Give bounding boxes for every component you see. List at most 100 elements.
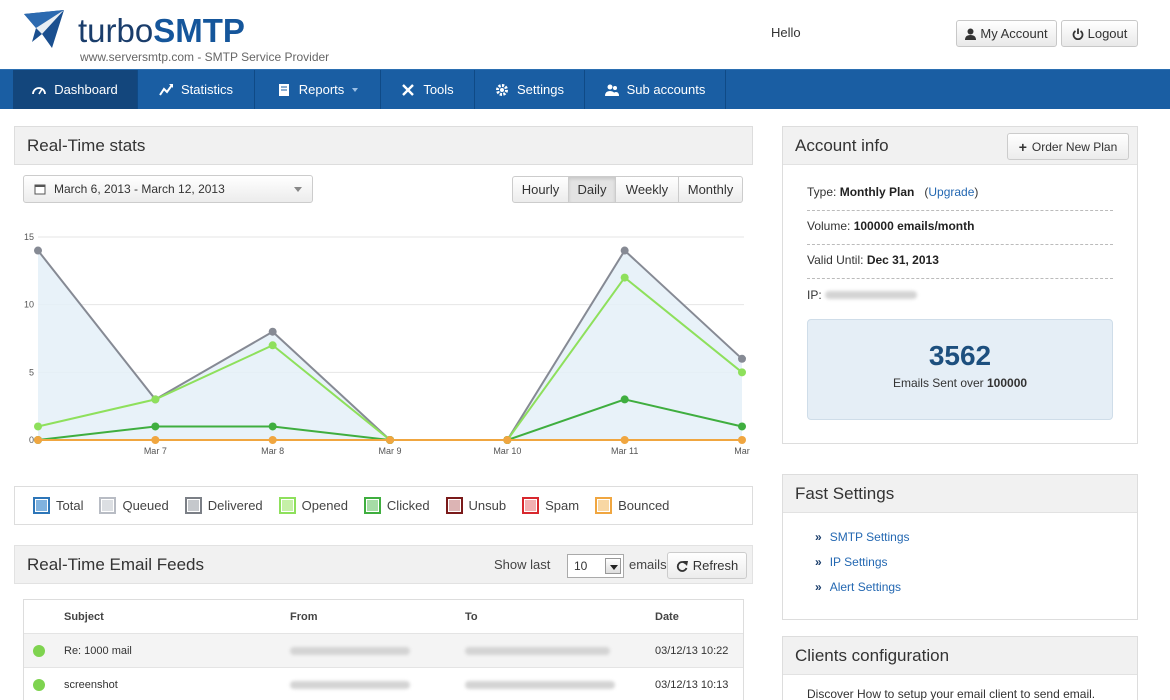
power-icon	[1072, 28, 1083, 40]
redacted-from	[290, 647, 410, 655]
legend-item-spam[interactable]: Spam	[522, 497, 579, 514]
envelope-logo-icon	[24, 10, 64, 48]
data-point-opened	[620, 273, 629, 282]
nav-tools[interactable]: Tools	[381, 70, 475, 109]
email-feeds-table: Subject From To Date Re: 1000 mail 03/12…	[23, 599, 744, 700]
plan-type-row: Type: Monthly Plan (Upgrade)	[807, 185, 1113, 211]
nav-reports[interactable]: Reports	[255, 70, 381, 109]
data-point-clicked	[620, 395, 629, 404]
column-subject: Subject	[64, 611, 104, 623]
x-tick-label: Mar 11	[611, 446, 638, 456]
my-account-button[interactable]: My Account	[956, 20, 1057, 47]
gear-icon	[496, 83, 508, 96]
legend-item-bounced[interactable]: Bounced	[595, 497, 669, 514]
legend-item-delivered[interactable]: Delivered	[184, 497, 263, 514]
data-point-bounced	[34, 436, 42, 444]
series-area-total	[38, 250, 742, 440]
chart-legend: Total Queued Delivered Opened Clicked Unsub Sp…	[14, 486, 753, 525]
data-point-total	[620, 246, 629, 255]
checkbox-icon	[595, 497, 613, 514]
clients-configuration-text: Discover How to setup your email client …	[807, 687, 1096, 700]
fast-settings-panel: Fast Settings » SMTP Settings » IP Setti…	[782, 474, 1138, 620]
data-point-bounced	[386, 436, 394, 444]
ip-settings-link[interactable]: » IP Settings	[815, 555, 888, 569]
statistics-icon	[159, 83, 173, 96]
email-feeds-header: Real-Time Email Feeds Show last 10 email…	[14, 545, 753, 584]
nav-sub-accounts[interactable]: Sub accounts	[585, 70, 726, 109]
email-feeds-title: Real-Time Email Feeds	[27, 555, 204, 574]
plus-icon: +	[1018, 138, 1027, 155]
table-row[interactable]: Re: 1000 mail 03/12/13 10:22	[24, 634, 743, 668]
realtime-line-chart: 0 5 10 15 Mar 7 Mar 8 Mar 9 Mar 10 Mar 11 Mar	[24, 232, 750, 456]
date-range-picker[interactable]: March 6, 2013 - March 12, 2013	[23, 175, 313, 203]
legend-item-opened[interactable]: Opened	[278, 497, 348, 514]
data-point-opened	[34, 422, 42, 431]
legend-item-clicked[interactable]: Clicked	[363, 497, 430, 514]
logout-button[interactable]: Logout	[1061, 20, 1138, 47]
chevron-down-icon	[294, 187, 302, 192]
order-new-plan-button[interactable]: + Order New Plan	[1007, 133, 1129, 160]
data-point-bounced	[738, 436, 746, 444]
email-subject: screenshot	[64, 679, 118, 691]
chevron-right-icon: »	[815, 530, 822, 544]
feed-count-select[interactable]: 10	[567, 554, 624, 578]
data-point-clicked	[738, 422, 746, 431]
redacted-ip	[825, 291, 917, 299]
status-dot-icon	[33, 679, 45, 691]
alert-settings-link[interactable]: » Alert Settings	[815, 580, 902, 594]
checkbox-icon	[522, 497, 540, 514]
chevron-down-icon	[605, 558, 621, 574]
emails-sent-box: 3562 Emails Sent over 100000	[807, 319, 1113, 420]
refresh-icon	[676, 560, 688, 572]
legend-item-queued[interactable]: Queued	[99, 497, 169, 514]
checkbox-icon	[445, 497, 463, 514]
data-point-clicked	[268, 422, 277, 431]
legend-item-total[interactable]: Total	[33, 497, 83, 514]
table-row[interactable]: screenshot 03/12/13 10:13	[24, 668, 743, 700]
chevron-down-icon	[352, 87, 359, 92]
data-point-bounced	[268, 436, 277, 444]
reports-icon	[278, 83, 289, 96]
legend-item-unsub[interactable]: Unsub	[445, 497, 506, 514]
emails-sent-count: 3562	[928, 340, 992, 371]
nav-settings[interactable]: Settings	[475, 70, 585, 109]
period-daily-button[interactable]: Daily	[568, 176, 616, 203]
x-tick-label: Mar 8	[261, 446, 284, 456]
upgrade-link[interactable]: Upgrade	[928, 185, 975, 199]
calendar-icon	[34, 184, 46, 195]
greeting: Hello	[771, 25, 801, 40]
email-date: 03/12/13 10:13	[655, 679, 729, 691]
email-date: 03/12/13 10:22	[655, 645, 729, 657]
emails-sent-caption: Emails Sent over 100000	[892, 376, 1028, 390]
email-subject: Re: 1000 mail	[64, 645, 132, 657]
user-icon	[965, 28, 977, 40]
x-tick-label: Mar	[734, 446, 750, 456]
y-tick-label: 10	[24, 300, 34, 310]
nav-statistics[interactable]: Statistics	[138, 70, 255, 109]
data-point-clicked	[151, 422, 160, 431]
header: turboSMTP www.serversmtp.com - SMTP Serv…	[0, 0, 1170, 69]
ip-row: IP:	[807, 288, 1113, 308]
redacted-from	[290, 681, 410, 689]
chevron-right-icon: »	[815, 555, 822, 569]
dashboard-icon	[32, 86, 47, 94]
data-point-bounced	[620, 436, 629, 444]
y-tick-label: 5	[29, 367, 34, 377]
smtp-settings-link[interactable]: » SMTP Settings	[815, 530, 910, 544]
data-point-opened	[738, 368, 746, 377]
x-tick-label: Mar 10	[493, 446, 521, 456]
nav-dashboard[interactable]: Dashboard	[13, 70, 138, 109]
redacted-to	[465, 647, 610, 655]
data-point-total	[738, 354, 746, 363]
refresh-button[interactable]: Refresh	[667, 552, 747, 579]
column-to: To	[465, 611, 478, 623]
period-monthly-button[interactable]: Monthly	[678, 176, 743, 203]
realtime-stats-panel: Real-Time stats	[14, 126, 753, 165]
clients-configuration-title: Clients configuration	[783, 637, 1137, 675]
period-weekly-button[interactable]: Weekly	[615, 176, 679, 203]
tools-icon	[402, 83, 415, 96]
realtime-stats-title: Real-Time stats	[15, 127, 752, 164]
period-hourly-button[interactable]: Hourly	[512, 176, 569, 203]
checkbox-icon	[363, 497, 381, 514]
column-from: From	[290, 611, 318, 623]
